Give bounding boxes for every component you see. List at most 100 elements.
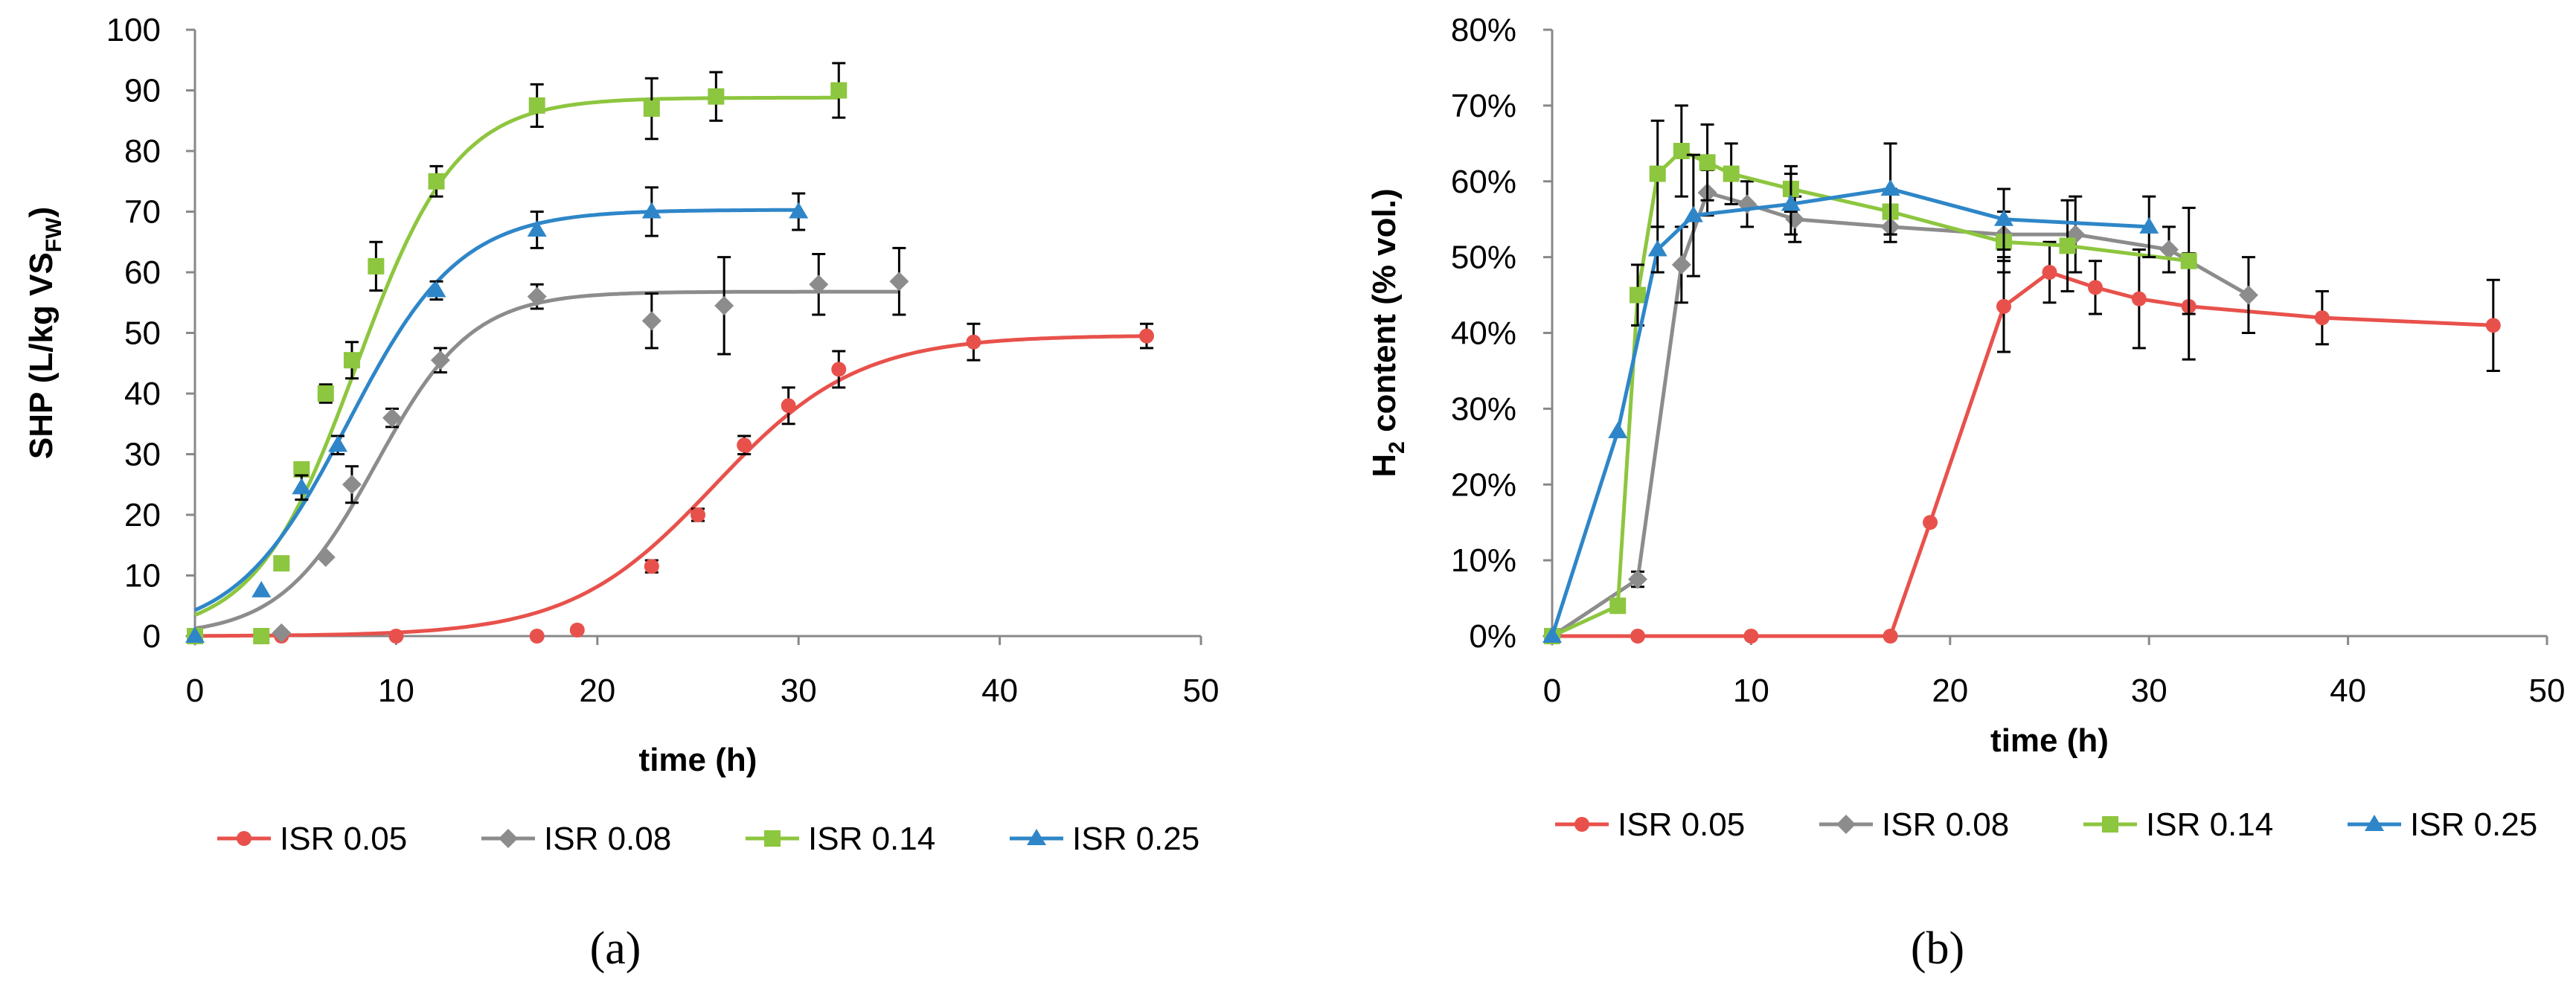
panel-b-series-line	[1552, 270, 2493, 638]
panel-b-legend-marker	[1574, 817, 1589, 832]
panel-a-data-point	[185, 626, 205, 643]
panel-a-y-title-part: )	[23, 207, 60, 218]
panel-a-y-title-part: SHP (L/kg VS	[23, 252, 60, 459]
panel-b-data-point	[2131, 291, 2147, 307]
panel-b-series-line	[1550, 187, 2150, 637]
panel-a-data-point	[315, 548, 336, 568]
panel-b-y-tick-label: 60%	[1451, 164, 1516, 200]
panel-b-data-point	[1609, 597, 1627, 615]
panel-a-series-0	[188, 322, 1154, 644]
panel-a-data-point	[272, 623, 292, 643]
panel-a-y-tick-label: 90	[124, 73, 161, 109]
panel-a-data-point	[737, 437, 752, 453]
panel-b-x-tick-label: 40	[2330, 673, 2366, 709]
panel-a-legend-label: ISR 0.14	[808, 821, 935, 857]
panel-b-data-point	[1630, 629, 1645, 644]
panel-a-data-point	[342, 475, 362, 495]
panel-b-data-point	[2059, 237, 2076, 254]
panel-a-y-tick-label: 100	[106, 12, 161, 48]
panel-b-legend-label: ISR 0.08	[1882, 806, 2009, 843]
panel-b-data-point	[1996, 298, 2011, 314]
panel-a-data-point	[527, 219, 547, 237]
panel-a-series-2	[187, 62, 848, 644]
panel-a-data-point	[781, 398, 796, 414]
panel-b-data-point	[1923, 515, 1938, 530]
panel-b-legend-marker	[2102, 816, 2118, 833]
panel-b-x-axis-title: time (h)	[1990, 722, 2109, 759]
panel-b-data-point	[1883, 629, 1898, 644]
panel-a-data-point	[789, 202, 809, 219]
panel-a-legend-label: ISR 0.05	[280, 821, 407, 857]
panel-a-x-axis-title: time (h)	[639, 742, 757, 778]
panel-a-data-point	[641, 202, 661, 219]
panel-b-y-title-part: H	[1366, 454, 1403, 478]
panel-b-series-0	[1545, 240, 2501, 644]
panel-a-data-point	[292, 478, 312, 495]
panel-a-y-axis-title: SHP (L/kg VSFW)	[23, 207, 66, 459]
panel-b-y-tick-label: 10%	[1451, 542, 1516, 579]
panel-a-data-point	[430, 350, 450, 370]
panel-b-y-tick-label: 40%	[1451, 315, 1516, 352]
panel-b-data-point	[1649, 165, 1666, 182]
panel-a-data-point	[708, 88, 725, 105]
panel-b-data-point	[1673, 143, 1690, 159]
panel-a-data-point	[382, 408, 402, 428]
panel-b-legend-item: ISR 0.14	[2083, 806, 2273, 843]
panel-a-y-tick-label: 20	[124, 497, 161, 533]
panel-b-y-title-subscript: 2	[1385, 441, 1409, 454]
panel-a-legend-marker	[237, 831, 251, 846]
panel-b-data-point	[1723, 165, 1740, 182]
panel-a-series-line	[194, 289, 900, 631]
panel-a-data-point	[251, 580, 272, 597]
panel-a-y-tick-label: 70	[124, 194, 161, 231]
panel-b-data-point	[2159, 240, 2179, 260]
panel-b-data-point	[2180, 252, 2197, 269]
panel-a-y-tick-label: 40	[124, 376, 161, 412]
panel-b-x-tick-label: 20	[1932, 673, 1968, 709]
panel-a-data-point	[1138, 328, 1154, 344]
panel-b-series-2	[1544, 104, 2197, 644]
panel-a-y-title-subscript: FW	[42, 217, 66, 252]
panel-b-y-tick-label: 50%	[1451, 240, 1516, 276]
panel-a-legend-marker	[499, 829, 518, 848]
panel-b-data-point	[2139, 216, 2159, 234]
panel-b-data-point	[2314, 310, 2330, 326]
panel-b-x-tick-label: 10	[1733, 673, 1769, 709]
panel-a-data-point	[529, 629, 545, 644]
panel-b-y-title-part: content (% vol.)	[1366, 188, 1403, 441]
panel-b-data-point	[2088, 280, 2104, 295]
panel-b-series-1	[1542, 168, 2258, 646]
panel-b-data-point	[1629, 286, 1646, 304]
panel-a-caption: (a)	[590, 923, 641, 974]
panel-b-data-point	[1993, 209, 2013, 226]
panel-a-x-tick-label: 50	[1183, 673, 1220, 709]
panel-a-data-point	[643, 100, 660, 117]
panel-a-data-point	[831, 362, 847, 377]
panel-b-data-point	[1627, 569, 1647, 589]
panel-a-x-tick-label: 0	[186, 673, 204, 709]
panel-b-legend-label: ISR 0.14	[2146, 806, 2273, 843]
panel-a-y-tick-label: 0	[143, 618, 161, 655]
chart-panel-a: 0 10 20 30 40 50 60 70 80 90 100 0 10 20 30 40 50 time (h…	[23, 12, 1219, 974]
panel-b-y-tick-label: 30%	[1451, 391, 1516, 427]
panel-a-data-point	[317, 385, 334, 402]
panel-a-legend-item: ISR 0.25	[1010, 821, 1199, 857]
panel-b-legend-label: ISR 0.25	[2410, 806, 2537, 843]
panel-b-data-point	[1647, 240, 1667, 257]
panel-b-y-tick-label: 70%	[1451, 88, 1516, 124]
panel-b-x-tick-label: 50	[2529, 673, 2566, 709]
panel-a-data-point	[691, 507, 705, 522]
panel-b-legend-marker	[1836, 815, 1856, 834]
panel-a-data-point	[889, 272, 909, 292]
panel-a-data-point	[327, 435, 347, 452]
panel-b-legend-item: ISR 0.25	[2348, 806, 2537, 843]
panel-a-data-point	[641, 311, 661, 331]
panel-b-data-point	[1699, 154, 1716, 171]
panel-a-y-tick-label: 50	[124, 315, 161, 352]
panel-b-y-tick-label: 80%	[1451, 12, 1516, 48]
panel-a-series-line	[193, 208, 799, 612]
panel-b-legend-marker	[2365, 815, 2384, 831]
panel-a-data-point	[253, 628, 270, 644]
panel-a-data-point	[368, 257, 385, 275]
